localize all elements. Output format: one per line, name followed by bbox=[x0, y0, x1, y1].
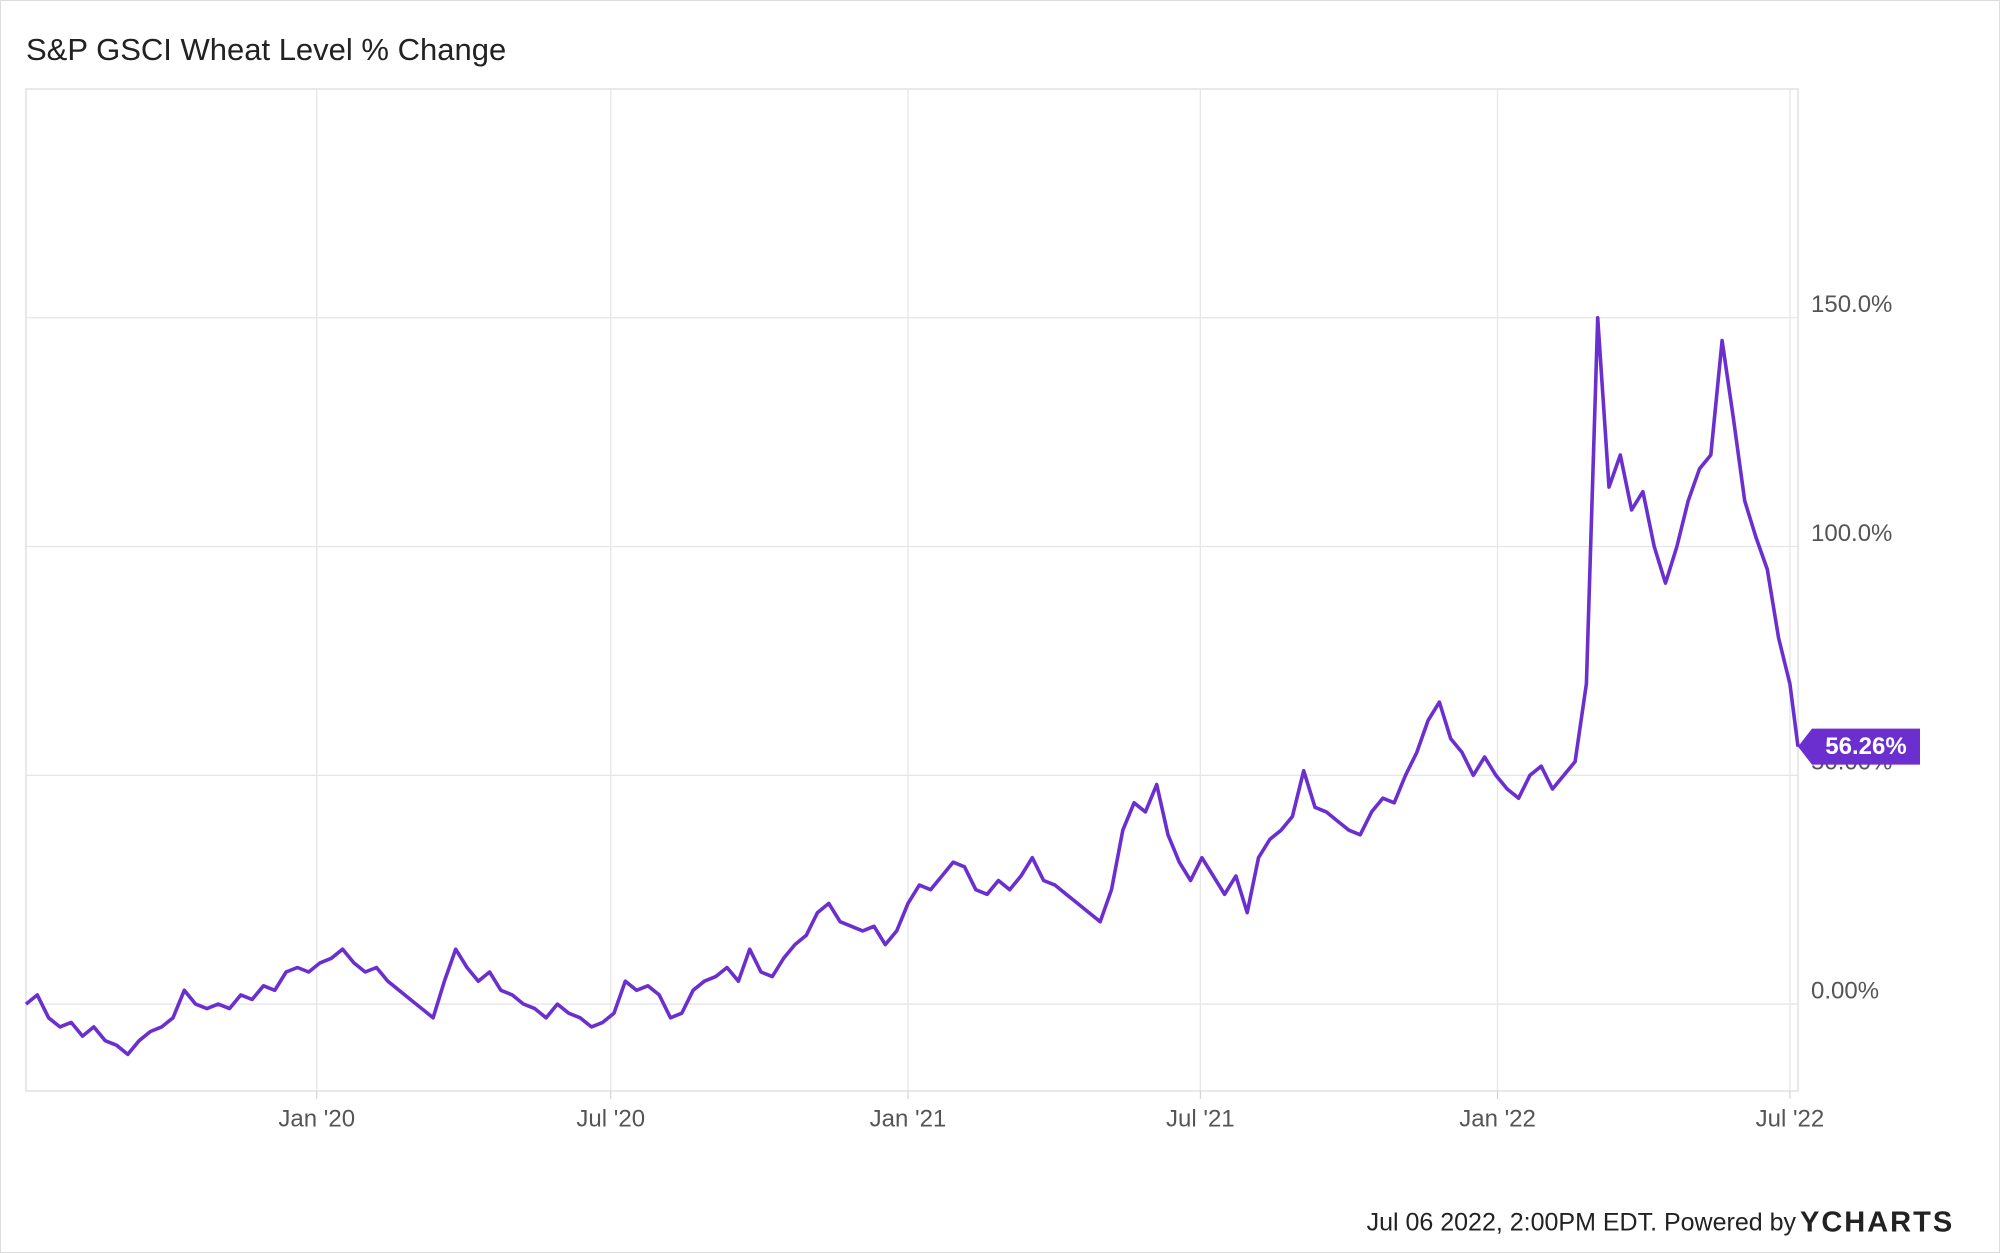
value-label: 56.26% bbox=[1825, 733, 1906, 760]
x-tick-label: Jul '22 bbox=[1756, 1105, 1825, 1132]
chart-title: S&P GSCI Wheat Level % Change bbox=[26, 32, 506, 67]
y-tick-label: 150.0% bbox=[1811, 291, 1892, 318]
value-tag bbox=[1798, 728, 1920, 765]
x-tick-label: Jan '20 bbox=[278, 1105, 355, 1132]
x-tick-label: Jul '20 bbox=[576, 1105, 645, 1132]
brand-logo: YCHARTS bbox=[1800, 1207, 1954, 1239]
x-tick-label: Jan '21 bbox=[870, 1105, 947, 1132]
footer: Jul 06 2022, 2:00PM EDT. Powered by bbox=[1367, 1209, 1797, 1237]
data-line bbox=[24, 316, 1800, 1057]
y-tick-label: 100.0% bbox=[1811, 520, 1892, 547]
x-tick-label: Jul '21 bbox=[1166, 1105, 1235, 1132]
x-tick-label: Jan '22 bbox=[1459, 1105, 1536, 1132]
plot-area bbox=[25, 88, 1799, 1092]
y-tick-label: 0.00% bbox=[1811, 977, 1879, 1004]
